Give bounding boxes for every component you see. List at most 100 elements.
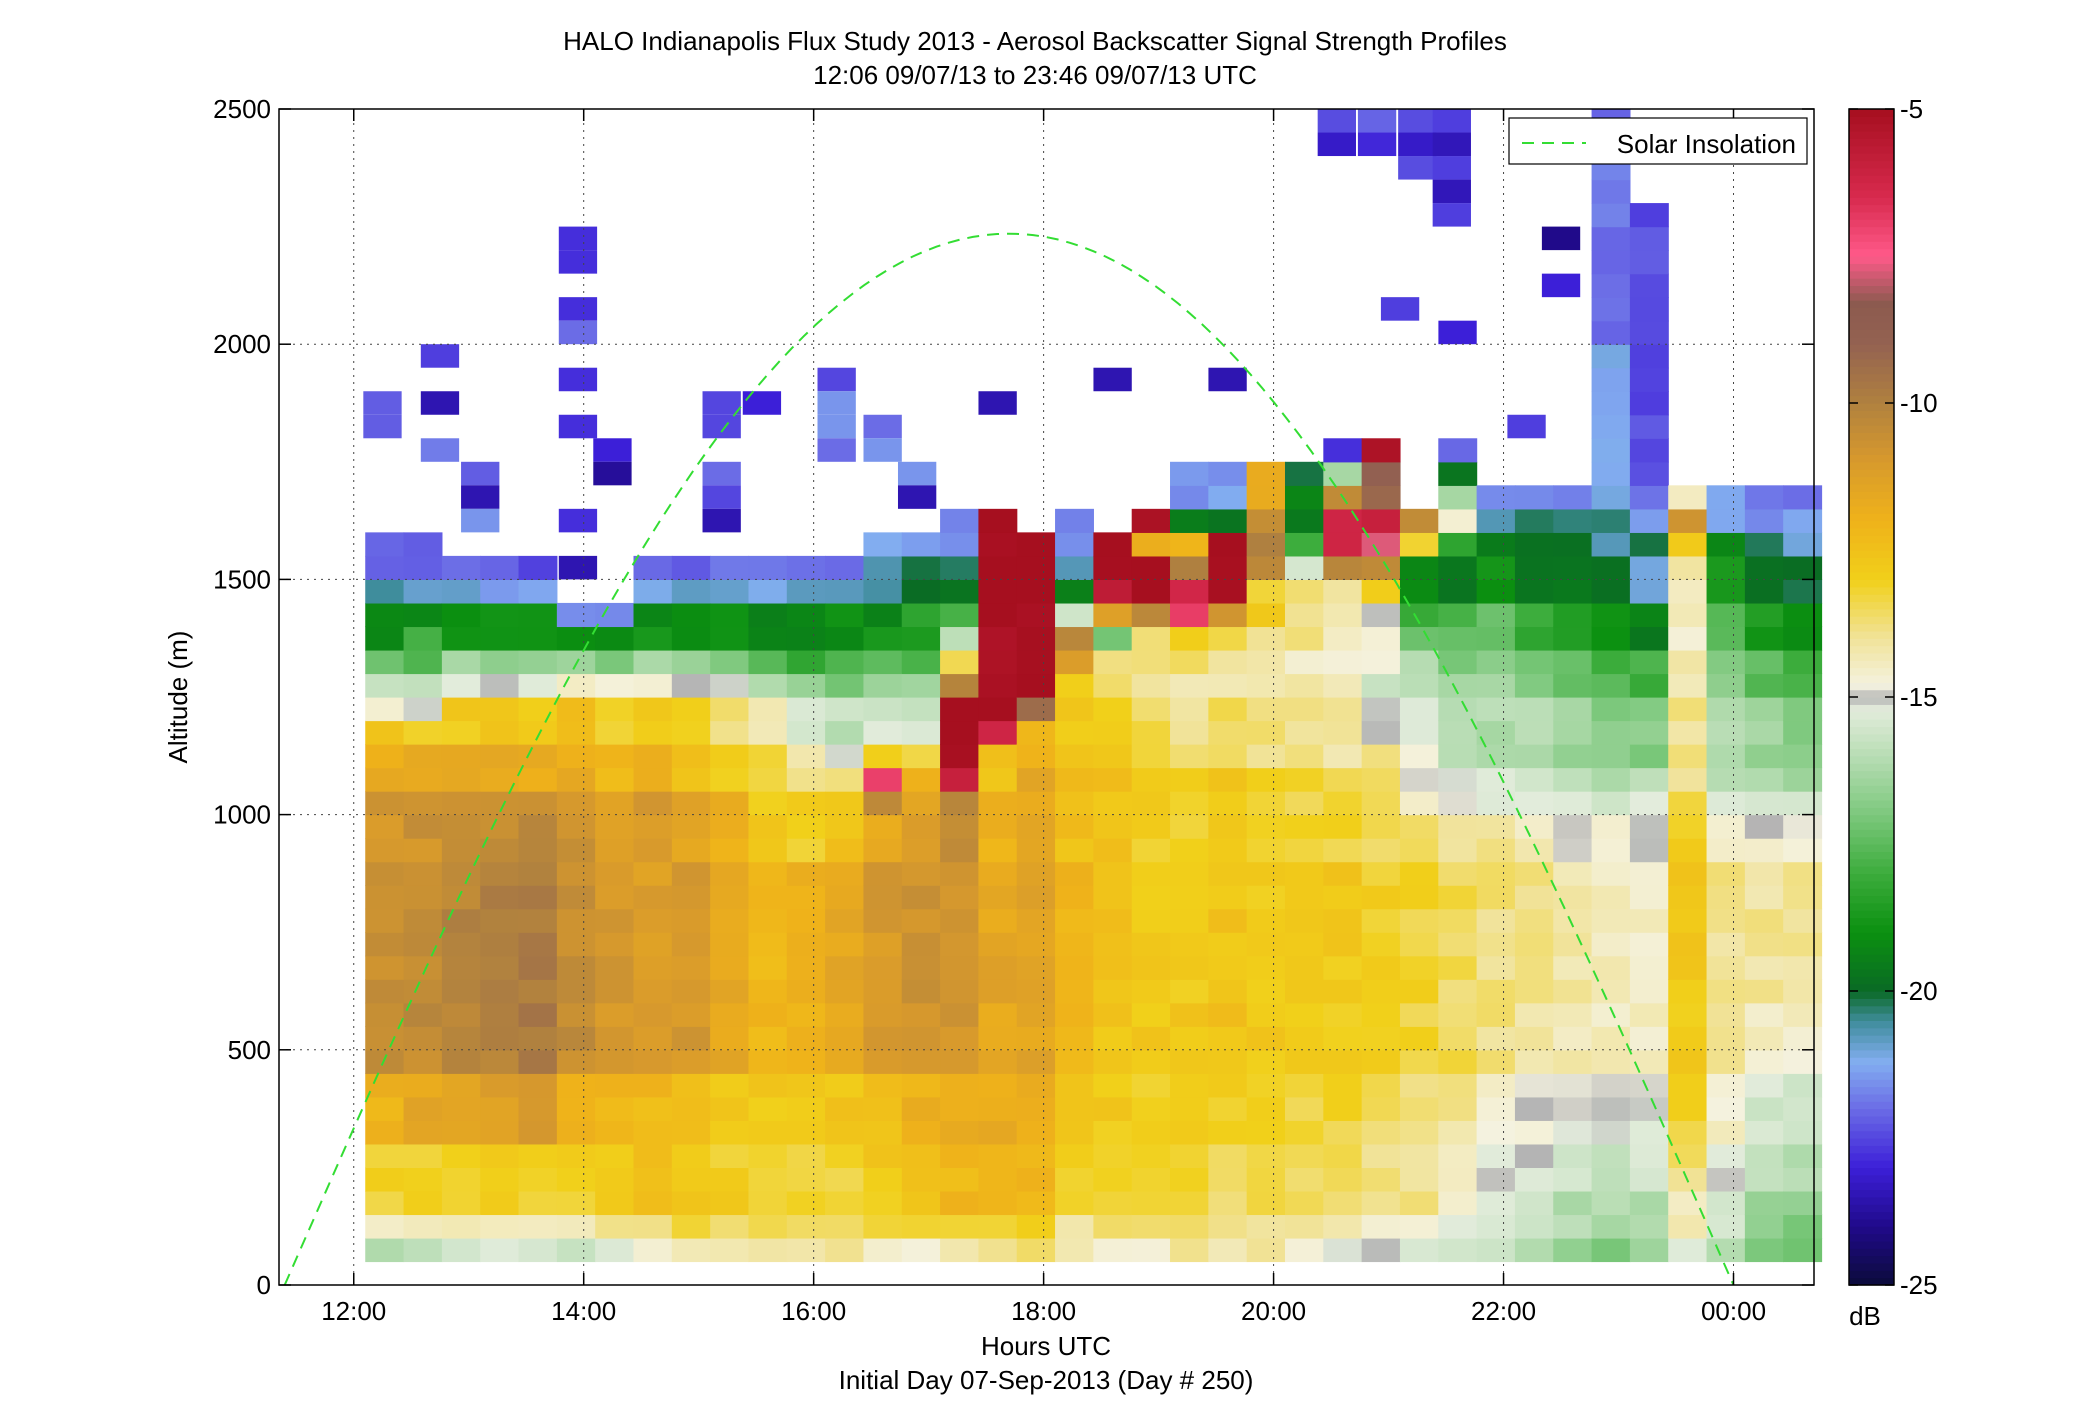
heatmap-cell bbox=[480, 1190, 520, 1216]
heatmap-cell bbox=[403, 697, 443, 722]
heatmap-cell bbox=[556, 767, 596, 792]
legend-label-solar: Solar Insolation bbox=[1617, 129, 1796, 159]
heatmap-cell bbox=[441, 579, 481, 604]
heatmap-cell bbox=[1246, 838, 1286, 863]
heatmap-cell bbox=[1706, 932, 1746, 957]
colorbar-band bbox=[1849, 755, 1894, 764]
heatmap-cell bbox=[748, 908, 788, 933]
colorbar-band bbox=[1849, 557, 1894, 566]
heatmap-cell bbox=[1323, 532, 1363, 557]
heatmap-cell bbox=[1284, 720, 1324, 745]
colorbar-band bbox=[1849, 1189, 1894, 1198]
heatmap-cell bbox=[863, 1214, 903, 1239]
heatmap-cell-aloft bbox=[1432, 203, 1471, 227]
heatmap-cell bbox=[1284, 1167, 1324, 1192]
heatmap-cell bbox=[710, 673, 750, 698]
heatmap-cell bbox=[1476, 767, 1516, 792]
heatmap-cell bbox=[1783, 932, 1823, 957]
heatmap-cell bbox=[1361, 1096, 1401, 1121]
heatmap-cell bbox=[1553, 532, 1593, 557]
heatmap-cell bbox=[901, 720, 941, 745]
heatmap-cell bbox=[1706, 1237, 1746, 1263]
heatmap-cell bbox=[825, 744, 865, 769]
colorbar-band bbox=[1849, 711, 1894, 720]
heatmap-cell bbox=[1016, 602, 1056, 628]
heatmap-cell bbox=[1629, 508, 1669, 533]
heatmap-cell-aloft bbox=[420, 438, 460, 462]
heatmap-cell bbox=[1438, 1120, 1478, 1145]
heatmap-cell bbox=[403, 1167, 443, 1192]
x-axis-sublabel: Initial Day 07-Sep-2013 (Day # 250) bbox=[839, 1365, 1254, 1395]
heatmap-cell bbox=[1591, 1026, 1631, 1051]
colorbar-band bbox=[1849, 447, 1894, 456]
heatmap-cell bbox=[1246, 861, 1286, 886]
heatmap-cell bbox=[671, 1120, 711, 1145]
heatmap-cell bbox=[1668, 1096, 1708, 1121]
heatmap-cell bbox=[1668, 532, 1708, 557]
colorbar-band bbox=[1849, 601, 1894, 610]
heatmap-cell bbox=[1399, 744, 1439, 769]
heatmap-cell bbox=[1093, 1167, 1133, 1192]
heatmap-cell bbox=[1706, 508, 1746, 533]
heatmap-cell bbox=[1323, 885, 1363, 910]
heatmap-cell bbox=[1399, 932, 1439, 957]
heatmap-cell bbox=[863, 908, 903, 933]
heatmap-cell bbox=[863, 1237, 903, 1263]
heatmap-cell bbox=[1744, 979, 1784, 1004]
colorbar-band bbox=[1849, 373, 1894, 382]
heatmap-cell bbox=[940, 1073, 979, 1098]
heatmap-cell bbox=[365, 579, 405, 604]
heatmap-cell bbox=[825, 1026, 865, 1051]
heatmap-cell bbox=[940, 767, 979, 792]
heatmap-cell bbox=[1553, 1237, 1593, 1263]
heatmap-cell bbox=[1246, 1096, 1286, 1121]
heatmap-cell bbox=[365, 697, 405, 722]
heatmap-cell bbox=[1438, 885, 1478, 910]
heatmap-cell bbox=[1246, 1049, 1286, 1074]
legend: Solar Insolation bbox=[1508, 117, 1808, 165]
colorbar-band bbox=[1849, 550, 1894, 558]
heatmap-cell bbox=[1591, 791, 1631, 816]
heatmap-cell-aloft bbox=[897, 461, 937, 486]
heatmap-cell bbox=[365, 532, 405, 557]
heatmap-cell bbox=[863, 1026, 903, 1051]
colorbar-band bbox=[1849, 770, 1894, 779]
heatmap-cell bbox=[1668, 791, 1708, 816]
heatmap-cell bbox=[365, 1143, 405, 1168]
heatmap-cell bbox=[633, 697, 673, 722]
heatmap-cell bbox=[748, 1049, 788, 1074]
heatmap-cell bbox=[786, 1096, 826, 1121]
heatmap-cell-aloft bbox=[593, 438, 632, 462]
heatmap-cell bbox=[1016, 1120, 1056, 1145]
heatmap-cell bbox=[1093, 1073, 1133, 1098]
heatmap-cell bbox=[901, 1026, 941, 1051]
heatmap-cell bbox=[1744, 861, 1784, 886]
heatmap-cell bbox=[1170, 579, 1209, 604]
heatmap-cell bbox=[518, 814, 558, 839]
heatmap-cell bbox=[825, 1073, 865, 1098]
heatmap-cell bbox=[1629, 579, 1669, 604]
heatmap-cell bbox=[1438, 838, 1478, 863]
heatmap-cell bbox=[441, 932, 481, 957]
heatmap-cell-aloft bbox=[742, 391, 782, 415]
colorbar-band bbox=[1849, 594, 1894, 603]
heatmap-cell bbox=[556, 1214, 596, 1239]
y-tick-label: 2000 bbox=[213, 329, 271, 359]
heatmap-cell bbox=[1284, 1073, 1324, 1098]
x-tick-label: 12:00 bbox=[321, 1296, 386, 1326]
colorbar-tick-label: -15 bbox=[1900, 682, 1938, 712]
heatmap-cell bbox=[1514, 485, 1554, 510]
heatmap-cell bbox=[1591, 179, 1631, 204]
heatmap-cell bbox=[1706, 791, 1746, 816]
heatmap-cell bbox=[1629, 461, 1669, 486]
heatmap-cell bbox=[710, 908, 750, 933]
heatmap-cell bbox=[595, 1026, 635, 1051]
heatmap-cell-aloft bbox=[420, 344, 460, 368]
heatmap-cell bbox=[1093, 1026, 1133, 1051]
heatmap-cell bbox=[940, 1096, 979, 1121]
heatmap-cell bbox=[518, 744, 558, 769]
heatmap-cell bbox=[1591, 955, 1631, 980]
heatmap-cell bbox=[710, 649, 750, 675]
colorbar-band bbox=[1849, 991, 1894, 999]
heatmap-cell bbox=[480, 1143, 520, 1168]
